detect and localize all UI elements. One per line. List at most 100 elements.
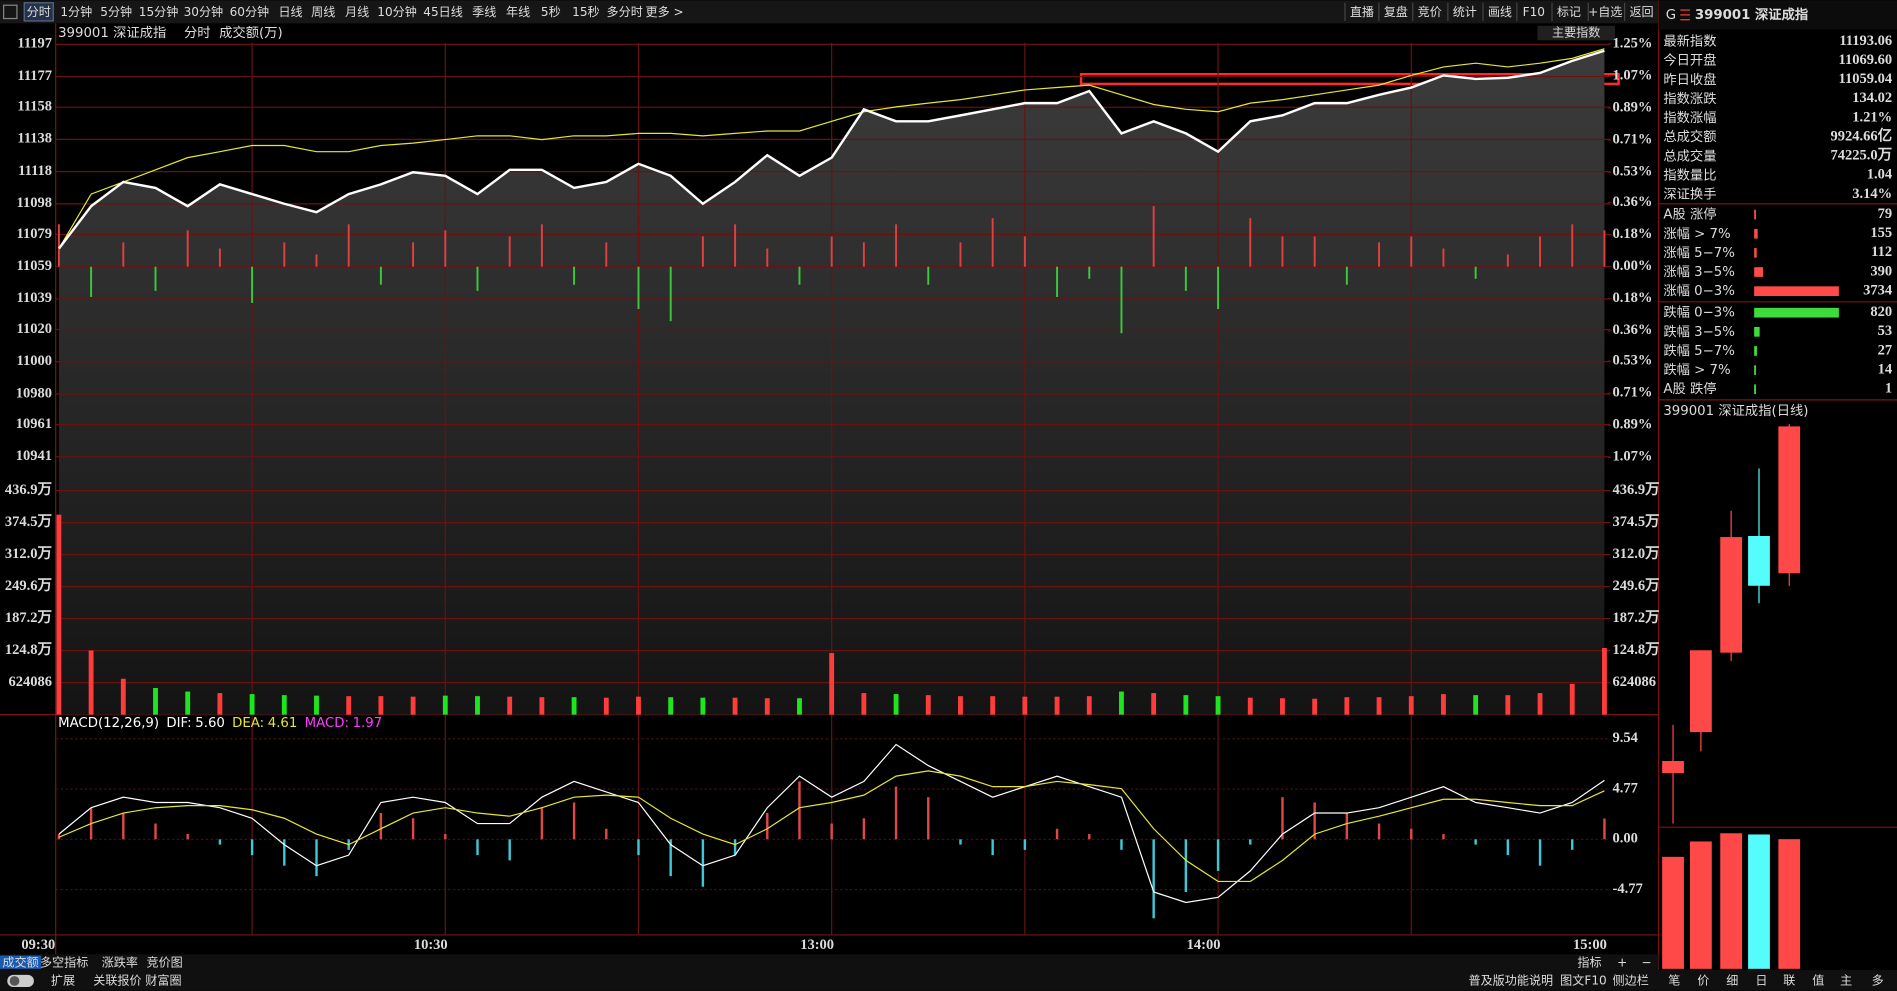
toolbar-tab[interactable]: 年线 (506, 5, 530, 19)
index-button[interactable]: 主要指数 (1552, 25, 1600, 40)
x-tick-label: 10:30 (414, 937, 448, 953)
side-tab[interactable]: 价 (1697, 973, 1709, 987)
index-button-bg[interactable] (1537, 25, 1615, 41)
volume-bar (1602, 647, 1607, 715)
breadth-label: 跌幅 5−7% (1663, 343, 1735, 359)
y-tick-label: 124.8万 (5, 641, 52, 658)
side-tab[interactable]: 日 (1755, 973, 1767, 987)
y2-tick-label: 0.71% (1613, 385, 1653, 401)
lead-bar (347, 224, 350, 267)
bottom-tab[interactable]: 成交额 (2, 954, 38, 969)
x-tick-label: 13:00 (800, 937, 834, 953)
macd-bar (830, 823, 833, 840)
y2-tick-label: 9.54 (1613, 730, 1638, 746)
toolbar-button[interactable]: 画线 (1488, 5, 1512, 19)
lead-bar (669, 266, 672, 322)
macd-legend-name: DIF: (166, 716, 191, 731)
macd-bar (1410, 828, 1413, 840)
macd-bar (1120, 839, 1123, 850)
macd-bar (701, 839, 705, 887)
toolbar-button[interactable]: F10 (1523, 5, 1545, 19)
bottom-tab[interactable]: 多空指标 (40, 954, 88, 969)
side-tab[interactable]: 笔 (1668, 972, 1680, 987)
bottom-tab[interactable]: 竞价图 (146, 955, 182, 969)
toolbar-tab[interactable]: 更多 > (646, 5, 684, 19)
bottom-tool[interactable]: + (1617, 955, 1627, 969)
toolbar-tab[interactable]: 季线 (472, 5, 496, 19)
macd-bar (1088, 834, 1091, 840)
breadth-value: 1 (1885, 381, 1892, 397)
footer-link[interactable]: 图文F10 (1560, 972, 1607, 987)
toolbar-tab[interactable]: 多分时 (607, 5, 643, 19)
y-tick-label: 624086 (9, 674, 53, 690)
macd-bar (894, 786, 898, 840)
daily-volume-bar (1748, 834, 1770, 969)
toolbar-tab[interactable]: 周线 (311, 5, 335, 19)
macd-bar (154, 823, 157, 840)
toolbar-tab[interactable]: 5秒 (541, 5, 561, 19)
lead-bar (186, 230, 189, 267)
volume-bar (668, 697, 674, 715)
macd-bar (444, 834, 447, 840)
footer-link[interactable]: 普及版功能说明 (1468, 972, 1553, 987)
toolbar-button[interactable]: +自选 (1588, 5, 1622, 19)
bottom-tool[interactable]: − (1641, 955, 1651, 969)
y-tick-label: 11059 (17, 258, 53, 274)
y-tick-label: 11020 (17, 321, 53, 337)
volume-bar (249, 694, 255, 715)
quote-label: 最新指数 (1663, 34, 1716, 50)
volume-bar (958, 696, 963, 715)
toolbar-button[interactable]: 直播 (1350, 5, 1374, 19)
bottom-tool[interactable]: 指标 (1577, 954, 1601, 969)
toolbar-tab[interactable]: 日线 (278, 5, 302, 19)
side-tab[interactable]: 细 (1726, 973, 1738, 987)
list-icon[interactable] (1680, 9, 1690, 21)
quote-value: 74225.0万 (1830, 147, 1892, 164)
toolbar-tab[interactable]: 30分钟 (184, 4, 224, 19)
toolbar-tab[interactable]: 1分钟 (60, 4, 92, 19)
bottom-tab[interactable]: 涨跌率 (102, 954, 138, 969)
side-tab[interactable]: 值 (1812, 972, 1824, 987)
footer-link[interactable]: 关联报价 (93, 972, 141, 987)
toolbar-tab[interactable]: 60分钟 (230, 4, 270, 19)
toolbar-tab[interactable]: 45日线 (423, 5, 463, 19)
footer-link[interactable]: 财富圈 (145, 972, 181, 987)
breadth-value: 155 (1870, 225, 1892, 241)
side-tab[interactable]: 主 (1840, 973, 1852, 987)
toolbar-tab[interactable]: 月线 (345, 5, 369, 19)
breadth-bar (1754, 228, 1758, 239)
y-tick-label: 10980 (16, 385, 52, 401)
toolbar-button[interactable]: 竞价 (1418, 5, 1442, 19)
quote-value: 1.04 (1867, 167, 1892, 183)
side-tab[interactable]: 多 (1872, 973, 1884, 987)
toolbar-tab[interactable]: 5分钟 (100, 4, 132, 19)
macd-bar (218, 839, 222, 845)
lead-bar (1571, 224, 1574, 267)
volume-bar (1086, 696, 1092, 715)
volume-bar (797, 698, 802, 715)
macd-bar (1055, 828, 1059, 840)
toggle-knob[interactable] (9, 976, 20, 986)
toolbar-button[interactable]: 返回 (1629, 5, 1653, 19)
side-tab[interactable]: 联 (1783, 973, 1795, 987)
toolbar-button[interactable]: 复盘 (1384, 4, 1408, 19)
footer-link[interactable]: 扩展 (51, 973, 75, 987)
toolbar-button[interactable]: 标记 (1557, 5, 1581, 19)
footer-link[interactable]: 侧边栏 (1613, 972, 1649, 987)
breadth-value: 112 (1871, 244, 1892, 260)
menu-icon[interactable] (3, 4, 18, 20)
toolbar-tab[interactable]: 15秒 (572, 5, 599, 19)
toolbar-tab[interactable]: 15分钟 (139, 4, 179, 19)
toolbar-tab[interactable]: 分时 (27, 5, 51, 19)
y2-tick-label: 0.53% (1613, 352, 1653, 368)
toolbar-button[interactable]: 统计 (1453, 5, 1477, 19)
lead-bar (90, 266, 93, 297)
macd-bar (508, 839, 511, 861)
breadth-label: 跌幅 3−5% (1663, 324, 1735, 340)
macd-bar (669, 839, 672, 877)
x-tick-label: 15:00 (1573, 937, 1607, 953)
toolbar-tab[interactable]: 10分钟 (377, 4, 417, 19)
volume-bar (1022, 696, 1028, 715)
lead-bar (1184, 266, 1187, 291)
y2-tick-label: 624086 (1613, 674, 1657, 690)
